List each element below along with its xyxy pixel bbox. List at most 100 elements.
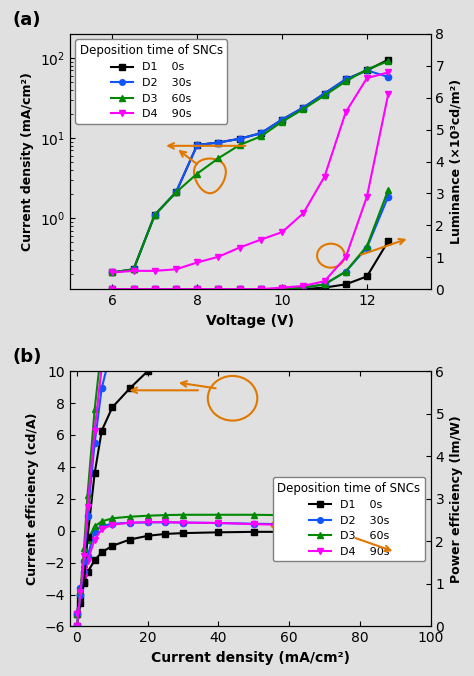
Line: D1    0s: D1 0s bbox=[74, 529, 398, 617]
D2    30s bbox=[180, 518, 186, 527]
D3    60s bbox=[81, 560, 87, 569]
D2    30s bbox=[343, 75, 348, 83]
Line: D2    30s: D2 30s bbox=[74, 519, 398, 617]
D4    90s bbox=[173, 265, 179, 273]
D2    30s bbox=[251, 520, 256, 528]
Y-axis label: Current density (mA/cm²): Current density (mA/cm²) bbox=[21, 72, 34, 251]
D1    0s bbox=[392, 532, 398, 540]
D3    60s bbox=[322, 91, 328, 99]
D2    30s bbox=[194, 141, 200, 149]
D3    60s bbox=[85, 536, 91, 544]
D4    90s bbox=[109, 521, 115, 529]
D3    60s bbox=[286, 511, 292, 519]
D2    30s bbox=[81, 568, 87, 576]
D1    0s bbox=[109, 542, 115, 550]
Legend: D1    0s, D2    30s, D3    60s, D4    90s: D1 0s, D2 30s, D3 60s, D4 90s bbox=[273, 477, 425, 561]
D1    0s bbox=[343, 75, 348, 83]
D2    30s bbox=[85, 552, 91, 560]
D3    60s bbox=[74, 610, 80, 618]
D1    0s bbox=[109, 268, 115, 276]
D2    30s bbox=[279, 116, 285, 124]
D3    60s bbox=[343, 77, 348, 85]
D2    30s bbox=[99, 522, 105, 530]
D1    0s bbox=[251, 528, 256, 536]
D2    30s bbox=[109, 520, 115, 528]
D4    90s bbox=[109, 268, 115, 276]
D3    60s bbox=[237, 141, 243, 149]
D1    0s bbox=[286, 528, 292, 536]
D3    60s bbox=[163, 511, 168, 519]
D4    90s bbox=[163, 518, 168, 526]
D4    90s bbox=[92, 535, 98, 544]
D2    30s bbox=[301, 103, 306, 112]
D1    0s bbox=[131, 265, 137, 273]
D1    0s bbox=[322, 529, 328, 537]
X-axis label: Voltage (V): Voltage (V) bbox=[206, 314, 294, 328]
D1    0s bbox=[357, 531, 363, 539]
D1    0s bbox=[99, 548, 105, 556]
D1    0s bbox=[173, 189, 179, 197]
D1    0s bbox=[78, 592, 83, 600]
Line: D2    30s: D2 30s bbox=[109, 67, 391, 276]
D4    90s bbox=[251, 520, 256, 528]
D2    30s bbox=[357, 523, 363, 531]
D4    90s bbox=[279, 228, 285, 236]
D2    30s bbox=[364, 66, 370, 74]
D4    90s bbox=[85, 557, 91, 565]
D4    90s bbox=[237, 243, 243, 251]
D4    90s bbox=[322, 172, 328, 180]
D2    30s bbox=[131, 265, 137, 273]
D2    30s bbox=[258, 129, 264, 137]
D4    90s bbox=[364, 74, 370, 82]
D3    60s bbox=[92, 522, 98, 530]
D1    0s bbox=[180, 529, 186, 537]
D4    90s bbox=[357, 523, 363, 531]
D3    60s bbox=[357, 512, 363, 521]
D1    0s bbox=[152, 211, 157, 219]
D3    60s bbox=[301, 105, 306, 113]
D2    30s bbox=[392, 525, 398, 533]
D1    0s bbox=[145, 532, 151, 540]
Line: D4    90s: D4 90s bbox=[109, 70, 391, 276]
D4    90s bbox=[180, 518, 186, 527]
D4    90s bbox=[216, 253, 221, 261]
D1    0s bbox=[216, 139, 221, 147]
Line: D3    60s: D3 60s bbox=[109, 58, 391, 276]
D3    60s bbox=[127, 512, 133, 521]
D3    60s bbox=[258, 132, 264, 141]
D4    90s bbox=[78, 589, 83, 597]
D2    30s bbox=[216, 139, 221, 147]
D1    0s bbox=[74, 610, 80, 618]
D3    60s bbox=[385, 57, 391, 66]
D2    30s bbox=[173, 189, 179, 197]
X-axis label: Current density (mA/cm²): Current density (mA/cm²) bbox=[151, 651, 350, 665]
D4    90s bbox=[127, 518, 133, 527]
D1    0s bbox=[92, 556, 98, 564]
D3    60s bbox=[109, 268, 115, 276]
D4    90s bbox=[216, 519, 221, 527]
Text: (b): (b) bbox=[12, 348, 42, 366]
D4    90s bbox=[258, 235, 264, 243]
D4    90s bbox=[81, 573, 87, 581]
D4    90s bbox=[152, 267, 157, 275]
D4    90s bbox=[343, 108, 348, 116]
D4    90s bbox=[392, 525, 398, 533]
D3    60s bbox=[78, 584, 83, 592]
Y-axis label: Luminance (×10³cd/m²): Luminance (×10³cd/m²) bbox=[450, 79, 463, 244]
D4    90s bbox=[301, 210, 306, 218]
D4    90s bbox=[194, 258, 200, 266]
D3    60s bbox=[322, 512, 328, 520]
D4    90s bbox=[74, 610, 80, 618]
D2    30s bbox=[286, 521, 292, 529]
D4    90s bbox=[99, 525, 105, 533]
D4    90s bbox=[286, 521, 292, 529]
D2    30s bbox=[322, 89, 328, 97]
D3    60s bbox=[392, 516, 398, 524]
D1    0s bbox=[127, 535, 133, 544]
D3    60s bbox=[109, 514, 115, 523]
D2    30s bbox=[109, 268, 115, 276]
D4    90s bbox=[385, 68, 391, 76]
D3    60s bbox=[180, 510, 186, 518]
D4    90s bbox=[322, 522, 328, 530]
D3    60s bbox=[364, 66, 370, 74]
